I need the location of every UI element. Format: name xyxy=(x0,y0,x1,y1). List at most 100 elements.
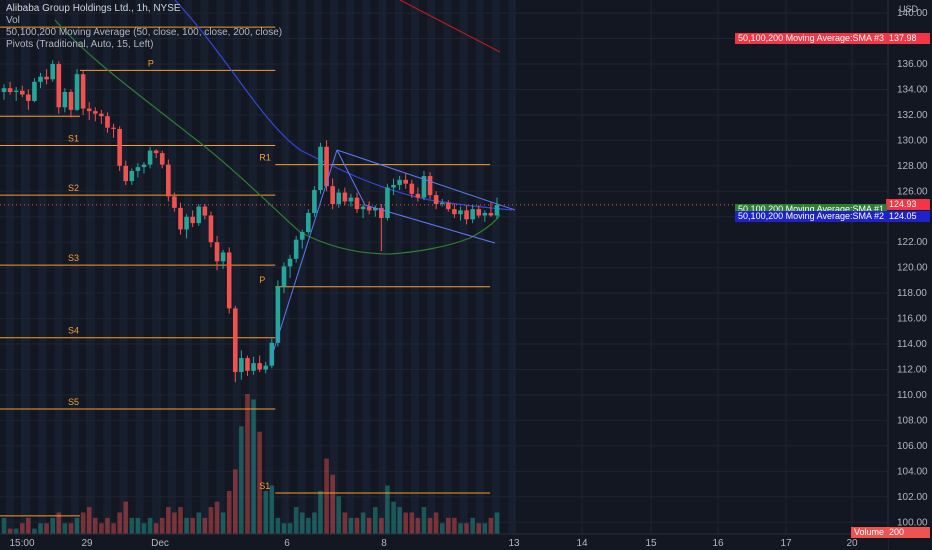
session-band xyxy=(508,0,517,534)
session-band xyxy=(6,0,14,534)
session-band xyxy=(38,0,47,534)
channel-upper xyxy=(336,149,516,211)
volume-bar xyxy=(38,523,43,534)
volume-bar xyxy=(342,512,348,534)
impulse-line xyxy=(269,149,338,363)
moving-average-indicator-label[interactable]: 50,100,200 Moving Average (50, close, 10… xyxy=(6,27,283,38)
volume-bar xyxy=(245,394,250,534)
last-price-tag-value: 124.93 xyxy=(886,199,930,211)
volume-bar xyxy=(92,517,98,534)
sma2-tag-value: 124.05 xyxy=(886,210,930,222)
volume-bar xyxy=(13,528,19,534)
volume-bar xyxy=(117,512,122,534)
candle-body xyxy=(220,252,226,262)
volume-bar xyxy=(336,496,342,534)
candle-body xyxy=(92,111,98,114)
candle-body xyxy=(324,146,329,187)
candle-body xyxy=(263,365,269,370)
session-band xyxy=(427,0,436,534)
volume-bar xyxy=(433,512,439,534)
session-band xyxy=(362,0,371,534)
candle-body xyxy=(208,215,214,243)
candle-body xyxy=(397,179,402,185)
candle-body xyxy=(251,363,256,371)
candle-body xyxy=(178,207,183,230)
volume-bar xyxy=(135,517,141,534)
candle-body xyxy=(196,206,202,224)
session-band xyxy=(411,0,419,534)
time-tick-label: 20 xyxy=(846,538,858,549)
volume-bar xyxy=(324,458,329,534)
channel-lower xyxy=(364,204,496,244)
session-band xyxy=(200,0,209,534)
volume-bar xyxy=(372,507,378,534)
candle-body xyxy=(281,266,287,287)
volume-bar xyxy=(111,523,116,534)
price-tick-label: 132.00 xyxy=(897,110,928,121)
session-band xyxy=(87,0,95,534)
volume-bar xyxy=(232,469,238,534)
symbol-title[interactable]: Alibaba Group Holdings Ltd., 1h, NYSE xyxy=(6,3,181,14)
volume-bar xyxy=(366,517,372,534)
time-tick-label: 14 xyxy=(576,538,588,549)
volume-bar xyxy=(257,431,262,534)
volume-indicator-label[interactable]: Vol xyxy=(6,15,20,26)
pivot-label: P xyxy=(148,58,154,68)
candle-body xyxy=(38,76,43,82)
candle-body xyxy=(7,88,13,93)
candle-body xyxy=(470,209,475,220)
candle-body xyxy=(184,216,189,230)
price-tick-label: 122.00 xyxy=(897,237,928,248)
volume-bar xyxy=(178,507,183,534)
session-band xyxy=(475,0,484,534)
candle-body xyxy=(62,92,68,108)
candle-body xyxy=(427,176,433,196)
candle-body xyxy=(172,196,177,208)
volume-bar xyxy=(1,517,7,534)
pivots-indicator-label[interactable]: Pivots (Traditional, Auto, 15, Left) xyxy=(6,39,154,50)
volume-bar xyxy=(397,507,402,534)
candle-body xyxy=(44,76,49,80)
price-tick-label: 128.00 xyxy=(897,161,928,172)
candle-body xyxy=(439,202,445,205)
candle-body xyxy=(293,239,299,259)
price-tick-label: 108.00 xyxy=(897,415,928,426)
time-tick-label: 16 xyxy=(712,538,724,549)
volume-bar xyxy=(86,507,92,534)
candle-body xyxy=(257,363,262,370)
candle-body xyxy=(147,150,153,165)
sma2-tag-label: 50,100,200 Moving Average:SMA #2 xyxy=(735,210,887,222)
volume-bar xyxy=(275,517,281,534)
price-axis: 140.00138.00136.00134.00132.00130.00128.… xyxy=(887,0,932,550)
candle-body xyxy=(366,206,372,211)
volume-bar xyxy=(214,501,220,534)
volume-bar xyxy=(385,485,390,534)
time-tick-label: 29 xyxy=(81,538,93,549)
candle-body xyxy=(354,197,360,210)
session-band xyxy=(313,0,322,534)
volume-bar xyxy=(421,507,427,534)
candle-body xyxy=(135,167,141,171)
sma3-line xyxy=(399,0,501,53)
candle-body xyxy=(111,127,116,129)
candle-body xyxy=(245,358,250,371)
session-band xyxy=(249,0,257,534)
session-band xyxy=(459,0,468,534)
session-band xyxy=(330,0,338,534)
candle-body xyxy=(68,92,74,110)
candle-body xyxy=(330,186,335,205)
candle-body xyxy=(26,94,31,101)
candle-body xyxy=(409,183,415,194)
volume-bar xyxy=(147,517,153,534)
volume-bar xyxy=(330,474,335,534)
volume-bar xyxy=(318,490,323,534)
candle-body xyxy=(153,150,159,154)
candle-body xyxy=(488,212,494,216)
candle-body xyxy=(458,210,463,215)
candle-body xyxy=(446,202,451,210)
time-tick-label: 15 xyxy=(645,538,657,549)
volume-bar xyxy=(62,523,68,534)
volume-bar xyxy=(427,517,433,534)
volume-bar xyxy=(251,399,256,534)
